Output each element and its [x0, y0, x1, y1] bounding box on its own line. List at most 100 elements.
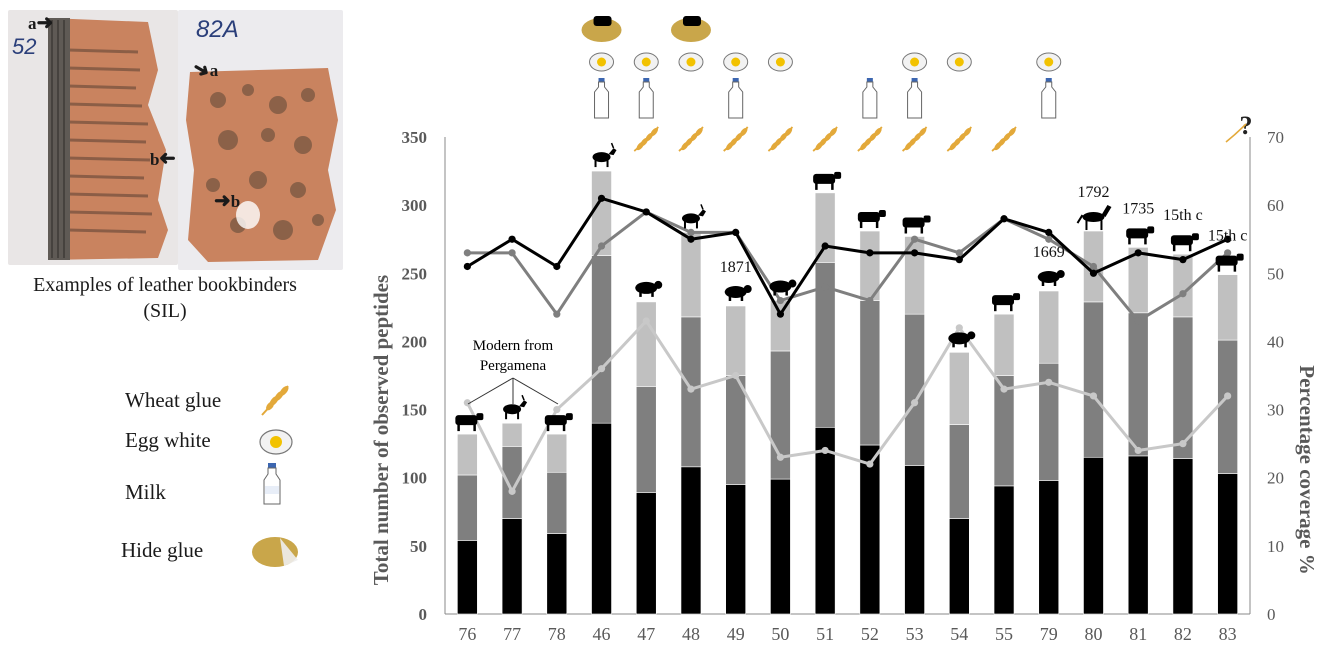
x-tick-label: 53	[906, 624, 924, 644]
bar-segment	[457, 540, 478, 615]
goat-head	[608, 148, 617, 156]
coverage-point	[597, 242, 606, 250]
coverage-point	[642, 208, 650, 216]
cow-leg	[457, 424, 460, 432]
bar-segment	[1083, 301, 1104, 458]
year-label: 1792	[1077, 184, 1109, 201]
cow-leg	[815, 182, 818, 190]
x-tick-label: 77	[503, 624, 521, 644]
coverage-point	[1134, 317, 1142, 325]
year-label: 1669	[1033, 244, 1065, 261]
egg-yolk	[775, 57, 785, 67]
goat-leg	[505, 412, 508, 420]
y2-tick-label: 20	[1267, 469, 1284, 488]
modern-annotation-arrows	[467, 377, 559, 405]
x-tick-label: 81	[1129, 624, 1147, 644]
x-tick-label: 54	[950, 624, 968, 644]
bar-segment	[635, 492, 657, 615]
y-tick-label: 350	[402, 128, 428, 147]
sheep-head	[654, 280, 663, 289]
cow-leg	[1188, 244, 1192, 252]
goat-head	[519, 400, 528, 408]
coverage-point	[776, 453, 785, 461]
egg-yolk	[731, 57, 741, 67]
year-label: 15th c	[1208, 228, 1248, 245]
bar-segment	[1038, 290, 1060, 364]
cow-body	[1215, 255, 1238, 266]
wheat-icon	[678, 126, 704, 152]
bar-segment	[1038, 480, 1060, 615]
coverage-point	[821, 242, 829, 250]
goat-horn	[521, 394, 525, 401]
hide-glue-blob	[581, 18, 622, 42]
egg-yolk	[1044, 57, 1054, 67]
bar-segment	[457, 433, 478, 476]
legend-wheat-glue-label: Wheat glue	[125, 388, 222, 412]
y2-tick-label: 60	[1267, 196, 1284, 215]
milk-bottle-icon	[907, 78, 923, 119]
coverage-point	[955, 249, 963, 257]
y2-tick-label: 40	[1267, 332, 1284, 351]
bar-segment	[725, 375, 746, 485]
coverage-point	[1179, 290, 1187, 298]
milk-bottle	[594, 81, 610, 119]
cow-head	[834, 171, 842, 179]
bar-segment	[1217, 339, 1238, 474]
bar-segment	[680, 466, 702, 615]
bar-segment	[949, 518, 970, 615]
egg-icon	[633, 52, 659, 72]
milk-bottle	[728, 81, 744, 119]
cow-icon	[857, 210, 886, 229]
cow-body	[1126, 228, 1149, 239]
milk-bottle	[907, 81, 923, 119]
y2-tick-label: 30	[1267, 401, 1284, 420]
wheat-grain	[904, 141, 913, 151]
chart-ticks: 0 50 100 150 200 250 300 350 0 10 20 30 40 50 60 70 76 77…	[402, 128, 1285, 644]
coverage-point	[866, 460, 874, 468]
milk-bottle-icon	[1041, 78, 1057, 119]
wheat-grain	[994, 141, 1002, 151]
bar-segment	[1083, 456, 1104, 615]
wheat-icon	[946, 126, 972, 152]
x-tick-label: 78	[548, 624, 566, 644]
goat-icon	[503, 394, 528, 420]
milk-cap	[866, 78, 873, 82]
sheep-head	[743, 284, 752, 293]
arrow-a-sample-52: a➜	[28, 12, 54, 34]
milk-bottle	[1041, 81, 1057, 119]
cow-icon	[1215, 253, 1244, 272]
arrow-b-sample-82a: ➜b	[214, 190, 241, 212]
coverage-point	[553, 405, 561, 414]
coverage-point	[687, 385, 695, 393]
cow-head	[1236, 253, 1244, 261]
legend-wheat-svg	[261, 385, 289, 416]
goat-leg	[683, 221, 686, 229]
y2-tick-label: 70	[1267, 128, 1284, 147]
coverage-point	[553, 310, 561, 318]
y-tick-label: 250	[402, 264, 428, 283]
coverage-point	[1045, 228, 1053, 236]
egg-yolk	[597, 57, 607, 67]
milk-cap	[598, 78, 605, 82]
year-label: 15th c	[1163, 207, 1203, 224]
goat-horn	[700, 204, 704, 210]
cow-head	[1013, 293, 1021, 301]
goat-body	[592, 152, 611, 163]
milk-cap	[911, 78, 918, 82]
wheat-icon	[1225, 123, 1247, 143]
y2-tick-label: 50	[1267, 264, 1284, 283]
y-tick-label: 100	[402, 469, 428, 488]
coverage-point	[732, 228, 740, 236]
goat-leg	[695, 221, 698, 229]
sample-52-label: 52	[12, 34, 37, 59]
wheat-icon	[767, 126, 794, 152]
cow-leg	[859, 221, 863, 229]
photo-caption-line2: (SIL)	[143, 300, 187, 322]
coverage-point	[910, 235, 919, 243]
x-tick-label: 76	[458, 624, 476, 644]
hide-glue-blob	[670, 18, 711, 42]
bar-segment	[1127, 312, 1149, 457]
goat-leg	[594, 160, 597, 168]
bar-segment	[635, 301, 657, 387]
wheat-icon	[723, 126, 749, 152]
